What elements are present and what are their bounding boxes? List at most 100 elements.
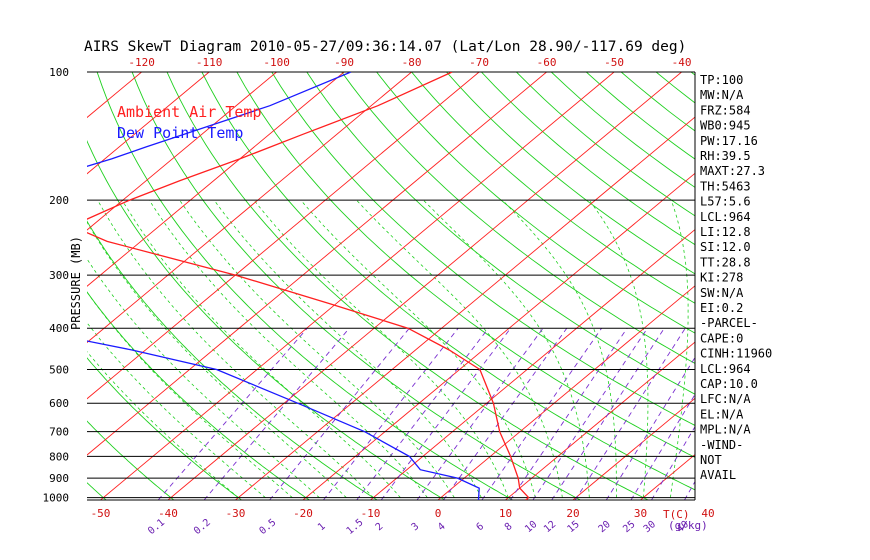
mixing-ratio-line xyxy=(481,327,602,500)
dry-adiabat xyxy=(96,72,513,500)
chart-grid xyxy=(0,72,870,500)
bottom-temp-tick-label: -30 xyxy=(226,507,246,520)
dry-adiabat xyxy=(411,72,695,304)
mixing-ratio-line xyxy=(157,327,308,500)
top-temp-tick-label: -40 xyxy=(672,56,692,69)
dew-point-temp-line xyxy=(87,72,480,500)
isotherm xyxy=(572,397,695,500)
mixing-ratio-tick-label: 8 xyxy=(503,521,515,533)
y-axis-label: PRESSURE (MB) xyxy=(69,236,83,330)
bottom-temp-tick-label: 30 xyxy=(634,507,647,520)
dry-adiabat xyxy=(306,72,695,395)
pressure-tick-label: 500 xyxy=(49,363,69,376)
index-entry: TP:100 xyxy=(700,73,743,87)
index-entry: LI:12.8 xyxy=(700,225,751,239)
index-entry: SI:12.0 xyxy=(700,240,751,254)
mixing-ratio-tick-label: 0.5 xyxy=(258,517,279,537)
mixing-ratio-tick-label: 0.2 xyxy=(192,517,213,537)
dry-adiabat xyxy=(87,420,174,500)
dry-adiabat xyxy=(866,72,870,500)
index-entry: AVAIL xyxy=(700,468,736,482)
index-entry: -WIND- xyxy=(700,438,743,452)
top-temp-tick-label: -90 xyxy=(334,56,354,69)
mixing-ratio-tick-label: 1.5 xyxy=(345,517,366,537)
mixing-ratio-line xyxy=(532,327,648,500)
mixing-ratio-line xyxy=(380,327,511,500)
top-temp-tick-label: -100 xyxy=(263,56,290,69)
isotherm xyxy=(87,72,345,287)
mixing-ratio-tick-label: 0.1 xyxy=(146,517,167,537)
bottom-temperature-tick-labels: -50 -40 -30 -20 -10 0 10 20 30 40 xyxy=(91,507,715,520)
legend-dew-point-temp: Dew Point Temp xyxy=(117,124,243,142)
isotherm xyxy=(87,72,547,456)
mixing-ratio-tick-label: 25 xyxy=(621,519,637,535)
top-temperature-tick-labels: -120 -110 -100 -90 -80 -70 -60 -50 -40 xyxy=(128,56,691,69)
dry-adiabat xyxy=(271,72,695,426)
mixing-ratio-tick-label: 15 xyxy=(565,519,581,535)
pressure-tick-label: 1000 xyxy=(43,492,70,505)
pressure-tick-label: 700 xyxy=(49,426,69,439)
index-entry: -PARCEL- xyxy=(700,316,758,330)
ambient-air-temp-line xyxy=(87,72,530,500)
index-entry: EL:N/A xyxy=(700,407,744,421)
index-entry: SW:N/A xyxy=(700,286,744,300)
index-entry: PW:17.16 xyxy=(700,134,758,148)
mixing-ratio-unit-label: (g/kg) xyxy=(668,519,708,532)
moist-adiabat xyxy=(148,199,428,498)
isotherm xyxy=(505,341,695,500)
isobar-lines xyxy=(87,71,696,501)
moist-adiabat xyxy=(502,199,617,498)
legend: Ambient Air Temp Dew Point Temp xyxy=(117,103,262,142)
bottom-temp-tick-label: 40 xyxy=(701,507,714,520)
top-temp-tick-label: -80 xyxy=(402,56,422,69)
moist-adiabat xyxy=(670,199,689,498)
dry-adiabat xyxy=(761,72,870,500)
index-entry: EI:0.2 xyxy=(700,301,743,315)
index-entry: FRZ:584 xyxy=(700,103,751,117)
index-entry: KI:278 xyxy=(700,271,743,285)
dry-adiabat xyxy=(87,357,242,500)
dry-adiabat xyxy=(376,72,695,334)
isotherm xyxy=(370,228,695,500)
moist-adiabat xyxy=(87,221,347,498)
mixing-ratio-line xyxy=(356,327,489,500)
bottom-temp-tick-label: 10 xyxy=(499,507,512,520)
bottom-temp-tick-label: -20 xyxy=(293,507,313,520)
pressure-tick-label: 900 xyxy=(49,472,69,485)
moist-adiabat xyxy=(588,199,649,498)
mixing-ratio-tick-label: 6 xyxy=(474,521,486,533)
dry-adiabat xyxy=(87,220,378,500)
top-temp-tick-label: -110 xyxy=(196,56,223,69)
index-entry: RH:39.5 xyxy=(700,149,751,163)
index-entry: LFC:N/A xyxy=(700,392,751,406)
mixing-ratio-tick-label: 12 xyxy=(542,519,558,535)
mixing-ratio-line xyxy=(574,327,686,500)
mixing-ratio-line xyxy=(605,356,695,500)
pressure-tick-label: 100 xyxy=(49,66,69,79)
mixing-ratio-tick-labels: 0.1 0.2 0.5 1 1.5 2 3 4 6 8 10 12 15 20 25 30 40 xyxy=(146,517,691,537)
moist-adiabat xyxy=(87,291,293,498)
index-entry: LCL:964 xyxy=(700,362,751,376)
moist-adiabat xyxy=(121,199,401,498)
index-entry: MW:N/A xyxy=(700,88,744,102)
legend-ambient-air-temp: Ambient Air Temp xyxy=(117,103,262,121)
isotherm xyxy=(167,72,682,500)
pressure-tick-labels: 100 200 300 400 500 600 700 800 900 1000 xyxy=(43,66,70,505)
chart-title: AIRS SkewT Diagram 2010-05-27/09:36:14.0… xyxy=(84,39,686,55)
isotherm xyxy=(302,172,695,500)
moist-adiabat xyxy=(356,199,563,498)
bottom-temp-tick-label: -50 xyxy=(91,507,111,520)
top-temp-tick-label: -70 xyxy=(469,56,489,69)
index-entry: TT:28.8 xyxy=(700,255,751,269)
bottom-temp-tick-label: 0 xyxy=(435,507,442,520)
bottom-temp-tick-label: -40 xyxy=(158,507,178,520)
isotherm xyxy=(87,72,480,400)
top-temp-tick-label: -50 xyxy=(604,56,624,69)
index-entry: NOT xyxy=(700,453,722,467)
bottom-temp-tick-label: -10 xyxy=(361,507,381,520)
pressure-tick-label: 200 xyxy=(49,194,69,207)
dry-adiabat xyxy=(655,72,695,104)
isotherm xyxy=(0,72,7,500)
moist-adiabat xyxy=(423,199,590,498)
mixing-ratio-tick-label: 2 xyxy=(374,521,386,533)
